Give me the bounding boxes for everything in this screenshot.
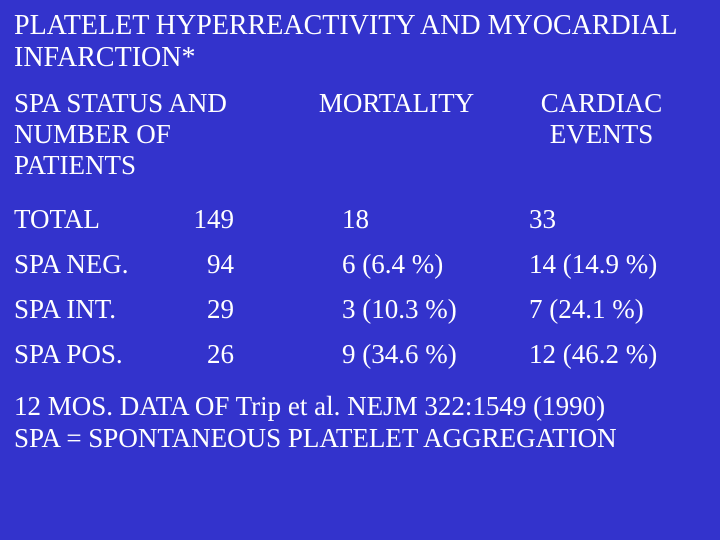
row-label: TOTAL [14, 204, 169, 235]
row-n: 26 [169, 339, 264, 370]
slide-title: PLATELET HYPERREACTIVITY AND MYOCARDIAL … [14, 10, 706, 74]
row-mortality: 9 (34.6 %) [264, 339, 499, 370]
table-row: SPA NEG. 94 6 (6.4 %) 14 (14.9 %) [14, 249, 706, 280]
column-headers: SPA STATUS AND NUMBER OF PATIENTS MORTAL… [14, 88, 706, 181]
table-row: SPA INT. 29 3 (10.3 %) 7 (24.1 %) [14, 294, 706, 325]
footer-line1: 12 MOS. DATA OF Trip et al. NEJM 322:154… [14, 390, 706, 422]
row-label: SPA POS. [14, 339, 169, 370]
row-n: 94 [169, 249, 264, 280]
slide: PLATELET HYPERREACTIVITY AND MYOCARDIAL … [0, 0, 720, 464]
header-col2: MORTALITY [264, 88, 499, 181]
footer-line2: SPA = SPONTANEOUS PLATELET AGGREGATION [14, 422, 706, 454]
row-mortality: 18 [264, 204, 499, 235]
row-events: 7 (24.1 %) [499, 294, 704, 325]
table-row: TOTAL 149 18 33 [14, 204, 706, 235]
row-n: 149 [169, 204, 264, 235]
row-n: 29 [169, 294, 264, 325]
header-col1: SPA STATUS AND NUMBER OF PATIENTS [14, 88, 264, 181]
header-col3: CARDIAC EVENTS [499, 88, 689, 181]
footer: 12 MOS. DATA OF Trip et al. NEJM 322:154… [14, 390, 706, 455]
row-mortality: 6 (6.4 %) [264, 249, 499, 280]
row-events: 33 [499, 204, 704, 235]
row-mortality: 3 (10.3 %) [264, 294, 499, 325]
table-row: SPA POS. 26 9 (34.6 %) 12 (46.2 %) [14, 339, 706, 370]
row-events: 14 (14.9 %) [499, 249, 704, 280]
row-label: SPA INT. [14, 294, 169, 325]
row-events: 12 (46.2 %) [499, 339, 704, 370]
row-label: SPA NEG. [14, 249, 169, 280]
